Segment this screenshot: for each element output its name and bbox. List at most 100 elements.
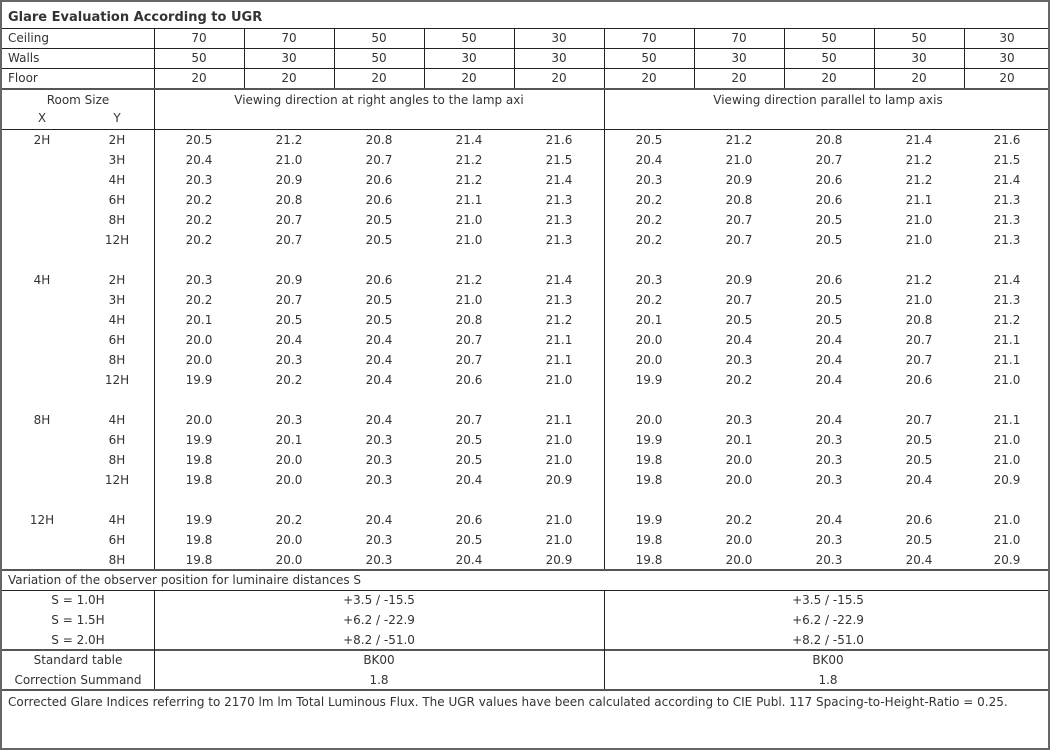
reflectance-value: 20 — [551, 71, 567, 85]
ugr-value: 20.7 — [275, 213, 303, 227]
variation-left: +3.5 / -15.5 — [343, 593, 415, 607]
ugr-value: 21.5 — [993, 153, 1021, 167]
ugr-value: 21.0 — [275, 153, 303, 167]
ugr-value: 20.7 — [275, 293, 303, 307]
ugr-value: 20.4 — [905, 473, 933, 487]
room-y: 2H — [108, 273, 126, 287]
variation-label: S = 1.0H — [51, 593, 105, 607]
divider — [604, 90, 605, 570]
ugr-value: 20.2 — [275, 373, 303, 387]
room-y: 6H — [108, 193, 126, 207]
ugr-value: 21.0 — [993, 373, 1021, 387]
room-y: 8H — [108, 213, 126, 227]
room-y: 4H — [108, 313, 126, 327]
ugr-value: 21.1 — [455, 193, 483, 207]
reflectance-value: 30 — [281, 51, 297, 65]
divider — [424, 28, 425, 48]
ugr-value: 21.0 — [545, 373, 573, 387]
divider — [964, 28, 965, 48]
ugr-value: 20.3 — [815, 473, 843, 487]
divider — [604, 590, 605, 690]
ugr-value: 21.0 — [905, 213, 933, 227]
reflectance-value: 20 — [281, 71, 297, 85]
divider — [334, 28, 335, 48]
ugr-value: 21.0 — [993, 533, 1021, 547]
ugr-value: 20.6 — [365, 273, 393, 287]
ugr-value: 20.4 — [635, 153, 663, 167]
ugr-value: 21.0 — [993, 433, 1021, 447]
ugr-value: 20.6 — [905, 513, 933, 527]
divider — [514, 28, 515, 48]
ugr-value: 20.2 — [275, 513, 303, 527]
variation-left: +6.2 / -22.9 — [343, 613, 415, 627]
ugr-value: 19.8 — [185, 553, 213, 567]
ugr-value: 20.9 — [545, 473, 573, 487]
ugr-value: 20.4 — [365, 513, 393, 527]
ugr-value: 21.0 — [993, 453, 1021, 467]
divider — [2, 88, 1048, 90]
ugr-value: 20.3 — [185, 273, 213, 287]
divider — [694, 68, 695, 88]
ugr-value: 21.1 — [545, 333, 573, 347]
ugr-value: 20.3 — [725, 413, 753, 427]
divider — [244, 28, 245, 48]
room-x: 12H — [29, 513, 55, 527]
ugr-value: 20.5 — [815, 233, 843, 247]
variation-title: Variation of the observer position for l… — [8, 573, 362, 587]
direction-right-angles-header: Viewing direction at right angles to the… — [234, 93, 524, 107]
ugr-value: 21.4 — [993, 173, 1021, 187]
y-header: Y — [113, 111, 121, 125]
ugr-value: 21.0 — [725, 153, 753, 167]
ugr-value: 21.2 — [905, 153, 933, 167]
ugr-value: 20.4 — [815, 373, 843, 387]
ugr-value: 20.2 — [185, 213, 213, 227]
ugr-value: 20.7 — [905, 333, 933, 347]
reflectance-value: 30 — [551, 51, 567, 65]
ugr-value: 20.7 — [455, 353, 483, 367]
ugr-value: 20.4 — [815, 513, 843, 527]
ugr-value: 20.2 — [185, 193, 213, 207]
divider — [154, 48, 155, 68]
divider — [244, 48, 245, 68]
room-y: 6H — [108, 333, 126, 347]
reflectance-value: 70 — [281, 31, 297, 45]
ugr-value: 20.6 — [455, 513, 483, 527]
ugr-value: 20.7 — [725, 293, 753, 307]
divider — [2, 68, 1048, 69]
divider — [604, 68, 605, 88]
ugr-value: 20.6 — [365, 193, 393, 207]
variation-right: +3.5 / -15.5 — [792, 593, 864, 607]
ugr-value: 21.0 — [905, 293, 933, 307]
x-header: X — [37, 111, 47, 125]
ugr-value: 21.4 — [455, 133, 483, 147]
ugr-value: 20.7 — [905, 353, 933, 367]
divider — [2, 569, 1048, 571]
ugr-value: 20.0 — [185, 333, 213, 347]
variation-right: +8.2 / -51.0 — [792, 633, 864, 647]
divider — [784, 68, 785, 88]
ugr-value: 21.0 — [545, 453, 573, 467]
ugr-value: 21.2 — [455, 153, 483, 167]
ugr-value: 19.9 — [185, 433, 213, 447]
ugr-value: 20.7 — [725, 213, 753, 227]
standard-table-left: BK00 — [363, 653, 395, 667]
reflectance-value: 20 — [911, 71, 927, 85]
correction-summand-left: 1.8 — [369, 673, 389, 687]
ugr-value: 21.6 — [993, 133, 1021, 147]
ugr-value: 20.7 — [905, 413, 933, 427]
divider — [334, 48, 335, 68]
ugr-value: 20.5 — [365, 233, 393, 247]
room-y: 8H — [108, 453, 126, 467]
reflectance-value: 20 — [461, 71, 477, 85]
ugr-value: 21.1 — [545, 413, 573, 427]
reflectance-value: 20 — [641, 71, 657, 85]
ugr-value: 21.6 — [545, 133, 573, 147]
ugr-value: 20.5 — [815, 213, 843, 227]
ugr-value: 21.1 — [993, 333, 1021, 347]
room-x: 8H — [33, 413, 51, 427]
ugr-value: 19.9 — [185, 373, 213, 387]
ugr-value: 21.1 — [545, 353, 573, 367]
ugr-value: 20.6 — [815, 273, 843, 287]
ugr-value: 20.7 — [725, 233, 753, 247]
correction-summand-label: Correction Summand — [14, 673, 142, 687]
